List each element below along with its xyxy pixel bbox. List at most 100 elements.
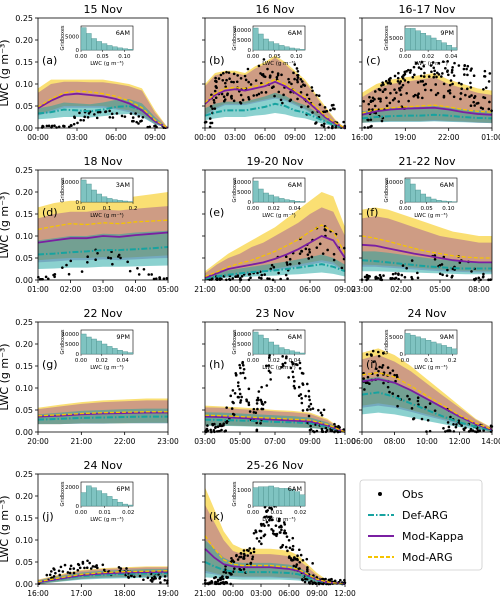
obs-point <box>483 96 487 100</box>
panel-title: 22 Nov <box>84 307 123 320</box>
obs-point <box>435 75 438 79</box>
obs-point <box>254 79 258 82</box>
obs-point <box>318 103 322 106</box>
x-tick-label: 00:00 <box>27 133 49 142</box>
panel-title: 16 Nov <box>256 3 295 16</box>
obs-point <box>423 71 426 75</box>
obs-point <box>441 72 444 75</box>
obs-point <box>362 100 366 103</box>
obs-point <box>294 565 298 568</box>
obs-point <box>57 125 61 129</box>
panel-label: (k) <box>209 510 224 523</box>
inset-bar <box>451 47 458 51</box>
obs-point <box>449 415 452 419</box>
obs-point <box>379 97 382 101</box>
obs-point <box>265 520 269 524</box>
x-tick-label: 02:00 <box>60 285 82 294</box>
obs-point <box>362 377 365 380</box>
obs-point <box>469 104 473 108</box>
obs-point <box>72 571 76 575</box>
obs-point <box>295 78 299 82</box>
obs-point <box>263 524 266 528</box>
obs-point <box>229 394 233 398</box>
panel-title: 19-20 Nov <box>247 155 304 168</box>
obs-point <box>236 274 240 277</box>
obs-point <box>472 74 476 77</box>
inset-xlabel: LWC (g m⁻³) <box>262 364 296 371</box>
line-mod-arg <box>361 371 493 430</box>
obs-point <box>267 524 270 527</box>
legend-label: Def-ARG <box>402 509 448 522</box>
inset-bar <box>258 188 264 203</box>
line-def-arg <box>361 113 493 120</box>
panel-c: 16-17 Nov16:0019:0022:0001:00(c)9PM0.000… <box>351 3 500 142</box>
obs-point <box>430 70 433 74</box>
obs-point <box>320 413 324 417</box>
obs-point <box>433 72 436 76</box>
obs-point <box>296 97 299 101</box>
obs-point <box>405 70 408 73</box>
obs-point <box>239 76 243 80</box>
inset-bar <box>127 352 134 355</box>
obs-point <box>324 426 328 430</box>
obs-point <box>451 82 454 86</box>
obs-point <box>119 567 123 570</box>
obs-point <box>429 88 433 92</box>
inset-xlabel: LWC (g m⁻³) <box>90 60 124 67</box>
obs-point <box>260 273 264 277</box>
obs-point <box>301 558 305 562</box>
obs-points <box>37 248 169 281</box>
obs-point <box>101 563 105 567</box>
x-tick-label: 18:00 <box>114 589 136 598</box>
obs-point <box>248 547 252 550</box>
obs-point <box>135 120 138 124</box>
obs-point <box>73 115 76 119</box>
obs-point <box>245 548 249 552</box>
obs-point <box>426 419 430 422</box>
inset-bar <box>96 41 102 51</box>
obs-point <box>287 376 290 379</box>
inset-bar <box>404 333 411 355</box>
obs-point <box>285 535 289 538</box>
y-tick-label: 0.20 <box>15 188 33 197</box>
x-tick-label: 09:00 <box>306 589 328 598</box>
inset-title: 6AM <box>116 29 130 37</box>
obs-point <box>298 261 301 265</box>
inset-xlabel: LWC (g m⁻³) <box>414 60 448 67</box>
obs-point <box>422 64 426 68</box>
x-tick-label: 00:00 <box>222 589 244 598</box>
obs-point <box>68 567 72 571</box>
obs-point <box>446 70 449 73</box>
obs-point <box>400 273 404 277</box>
obs-point <box>446 421 450 424</box>
obs-point <box>483 75 486 78</box>
obs-point <box>148 125 152 129</box>
x-tick-label: 00:00 <box>229 285 251 294</box>
obs-point <box>476 429 480 432</box>
x-tick-label: 21:00 <box>194 589 216 598</box>
obs-point <box>102 568 106 572</box>
inset-y-tick-label: 10000 <box>234 332 252 338</box>
obs-point <box>317 408 320 412</box>
panel-label: (f) <box>366 206 378 219</box>
obs-point <box>262 58 266 61</box>
obs-point <box>395 375 399 379</box>
obs-point <box>268 76 272 79</box>
band-def-arg <box>38 230 168 269</box>
inset-bar <box>294 491 301 507</box>
obs-point <box>225 70 228 74</box>
obs-point <box>255 429 259 433</box>
obs-point <box>342 120 345 124</box>
obs-point <box>391 276 394 280</box>
obs-point <box>382 274 385 277</box>
legend-label: Obs <box>402 488 424 501</box>
inset-bar <box>436 199 442 203</box>
obs-point <box>260 73 264 77</box>
inset-bar <box>91 189 97 203</box>
obs-point <box>307 257 310 260</box>
obs-point <box>374 275 378 279</box>
obs-point <box>232 72 236 76</box>
obs-point <box>281 543 285 547</box>
obs-point <box>48 573 52 577</box>
